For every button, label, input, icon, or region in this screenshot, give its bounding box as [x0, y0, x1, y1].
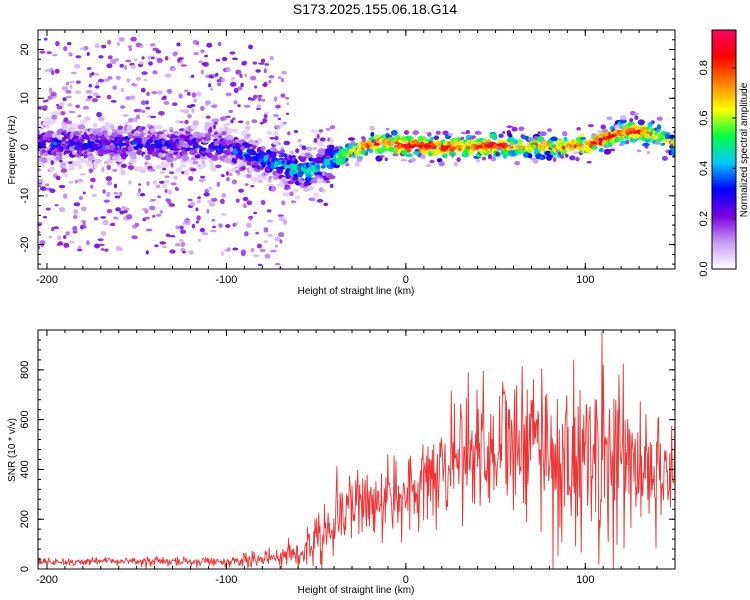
- colorbar-tick-label: 0.0: [698, 261, 710, 276]
- snr-x-tick-label: -100: [215, 574, 237, 586]
- spectrogram-frame: [37, 29, 676, 270]
- snr-y-tick-label: 800: [19, 361, 31, 379]
- spectrogram-x-axis-label: Height of straight line (km): [298, 286, 415, 297]
- spectrogram-y-tick-label: 0: [19, 144, 31, 150]
- colorbar-tick-label: 0.6: [698, 110, 710, 125]
- colorbar-label: Normalized spectral amplitude: [739, 82, 750, 217]
- spectrogram-x-tick-label: 0: [403, 274, 409, 286]
- spectrogram-y-axis-label: Frequency (Hz): [7, 116, 18, 185]
- snr-panel: -200 -100 0 100 0 200 400 600 800 Height of str…: [7, 329, 676, 596]
- spectrogram-cells: [38, 36, 675, 269]
- snr-x-tick-label: -200: [36, 574, 58, 586]
- snr-y-axis-label: SNR (10 * v/v): [7, 418, 18, 482]
- snr-series-line: [38, 331, 675, 569]
- spectrogram-y-ticks: -20 -10 0 10 20: [19, 29, 675, 265]
- colorbar-gradient: [711, 29, 737, 270]
- snr-x-axis-label: Height of straight line (km): [298, 585, 415, 596]
- spectrogram-y-tick-label: 20: [19, 43, 31, 55]
- spectrogram-y-tick-label: 10: [19, 92, 31, 104]
- colorbar-ticks: 0.0 0.2 0.4 0.6 0.8: [698, 60, 736, 277]
- snr-x-tick-label: 0: [403, 574, 409, 586]
- snr-y-tick-label: 200: [19, 510, 31, 528]
- colorbar: 0.0 0.2 0.4 0.6 0.8 Normalized spectral ampl…: [698, 29, 750, 277]
- colorbar-tick-label: 0.2: [698, 211, 710, 226]
- snr-background: [38, 330, 675, 569]
- snr-x-tick-label: 100: [576, 574, 594, 586]
- snr-y-tick-label: 600: [19, 410, 31, 428]
- figure-title: S173.2025.155.06.18.G14: [293, 1, 457, 17]
- spectrogram-y-tick-label: -20: [19, 237, 31, 253]
- spectrogram-x-tick-label: -100: [215, 274, 237, 286]
- colorbar-tick-label: 0.4: [698, 161, 710, 176]
- snr-y-ticks: 0 200 400 600 800: [19, 329, 675, 572]
- snr-y-tick-label: 400: [19, 460, 31, 478]
- spectrogram-x-ticks: -200 -100 0 100: [36, 30, 676, 286]
- spectrogram-x-tick-label: -200: [36, 274, 58, 286]
- colorbar-tick-label: 0.8: [698, 60, 710, 75]
- spectrogram-y-tick-label: -10: [19, 188, 31, 204]
- snr-y-tick-label: 0: [19, 566, 31, 572]
- spectrogram-x-tick-label: 100: [576, 274, 594, 286]
